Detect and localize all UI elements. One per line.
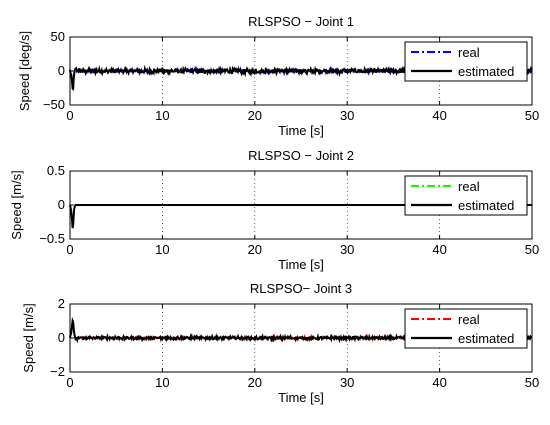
x-tick-label: 50: [525, 108, 539, 123]
y-ticks: −0.5 0 0.5: [39, 163, 65, 246]
x-ticks: 0 10 20 30 40 50: [66, 108, 539, 123]
panel-title: RLSPSO− Joint 3: [250, 281, 352, 296]
y-tick-label: −50: [43, 97, 65, 112]
legend-box: [404, 175, 528, 216]
panel-title: RLSPSO − Joint 2: [248, 148, 354, 163]
y-ticks: −50 0 50: [43, 29, 65, 112]
panel-joint-1: RLSPSO − Joint 1 0 10 20 30 40 50 −50 0 …: [17, 14, 539, 138]
x-tick-label: 50: [525, 242, 539, 257]
x-tick-label: 30: [340, 375, 354, 390]
y-axis-label: Speed [m/s]: [21, 303, 36, 372]
x-tick-label: 30: [340, 108, 354, 123]
x-tick-label: 20: [248, 375, 262, 390]
panel-joint-2: RLSPSO − Joint 2 0 10 20 30 40 50 −0.5 0…: [9, 148, 539, 272]
x-tick-label: 0: [66, 242, 73, 257]
x-axis-label: Time [s]: [278, 257, 324, 272]
y-axis-label: Speed [deg/s]: [17, 31, 32, 111]
x-tick-label: 40: [432, 375, 446, 390]
legend-box: [404, 41, 528, 82]
x-ticks: 0 10 20 30 40 50: [66, 242, 539, 257]
y-tick-label: −0.5: [39, 231, 65, 246]
legend-label-estimated: estimated: [458, 331, 514, 346]
y-tick-label: 0.5: [47, 163, 65, 178]
legend: real estimated: [404, 308, 528, 349]
x-tick-label: 10: [155, 375, 169, 390]
y-tick-label: 0: [58, 197, 65, 212]
y-tick-label: 2: [58, 296, 65, 311]
y-tick-label: 0: [58, 63, 65, 78]
x-tick-label: 40: [432, 242, 446, 257]
y-tick-label: 50: [51, 29, 65, 44]
x-tick-label: 0: [66, 108, 73, 123]
legend-label-estimated: estimated: [458, 64, 514, 79]
x-axis-label: Time [s]: [278, 390, 324, 405]
grid-lines: [69, 170, 533, 240]
x-tick-label: 20: [248, 242, 262, 257]
y-ticks: −2 0 2: [50, 296, 65, 379]
x-tick-label: 40: [432, 108, 446, 123]
x-tick-label: 0: [66, 375, 73, 390]
legend-label-real: real: [458, 179, 480, 194]
panel-joint-3: RLSPSO− Joint 3 0 10 20 30 40 50 −2 0 2 …: [21, 281, 539, 405]
legend-label-real: real: [458, 45, 480, 60]
x-tick-label: 20: [248, 108, 262, 123]
x-tick-label: 30: [340, 242, 354, 257]
legend: real estimated: [404, 41, 528, 82]
panel-title: RLSPSO − Joint 1: [248, 14, 354, 29]
legend: real estimated: [404, 175, 528, 216]
x-tick-label: 50: [525, 375, 539, 390]
legend-label-real: real: [458, 312, 480, 327]
grid-lines: [69, 36, 533, 106]
y-axis-label: Speed [m/s]: [9, 170, 24, 239]
x-axis-label: Time [s]: [278, 123, 324, 138]
y-tick-label: 0: [58, 330, 65, 345]
x-ticks: 0 10 20 30 40 50: [66, 375, 539, 390]
x-tick-label: 10: [155, 108, 169, 123]
y-tick-label: −2: [50, 364, 65, 379]
legend-label-estimated: estimated: [458, 198, 514, 213]
x-tick-label: 10: [155, 242, 169, 257]
legend-box: [404, 308, 528, 349]
